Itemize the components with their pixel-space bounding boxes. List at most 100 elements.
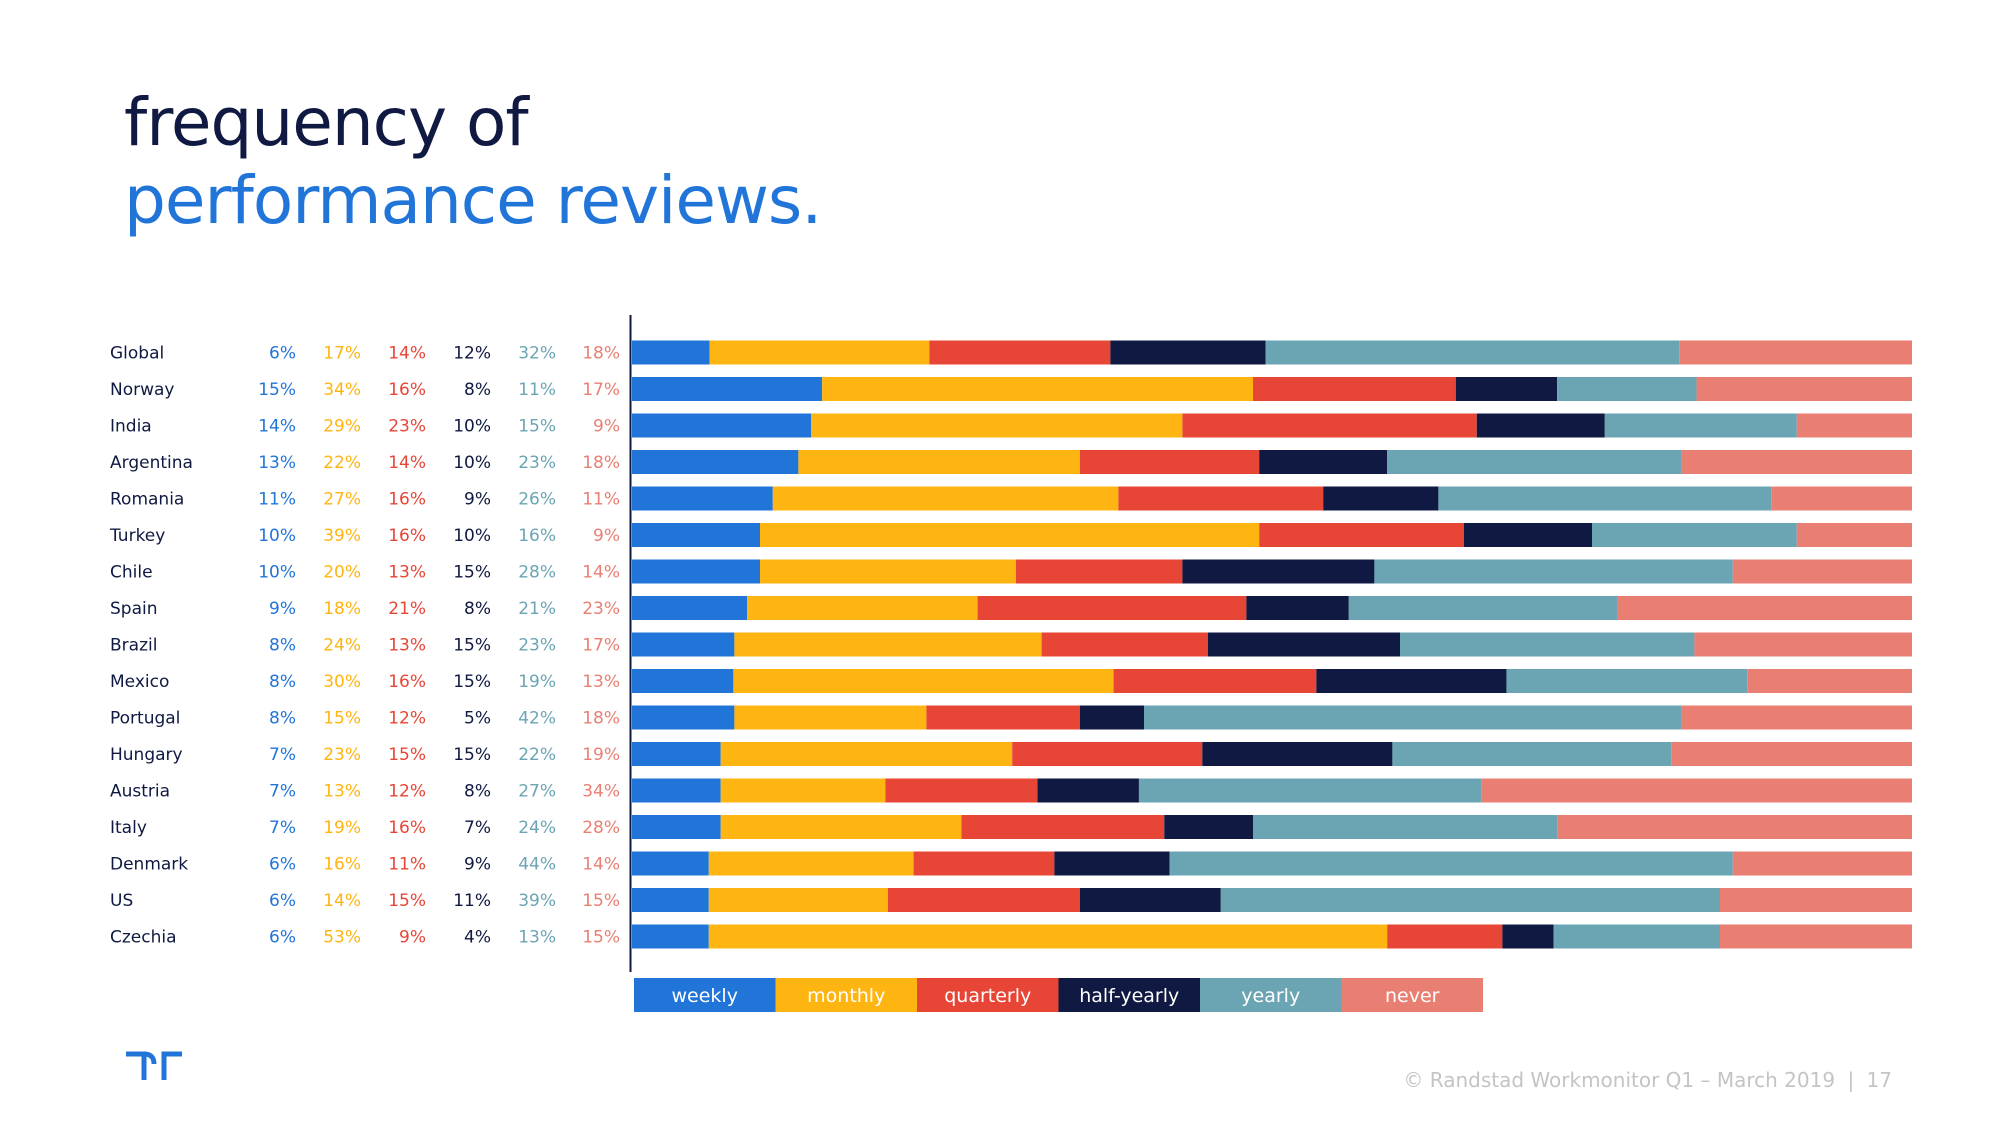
randstad-logo-icon xyxy=(126,1051,182,1080)
data-label-monthly: 23% xyxy=(323,745,361,765)
bar-segment-weekly xyxy=(632,888,709,912)
bar-segment-weekly xyxy=(632,450,799,474)
category-label: Brazil xyxy=(110,636,157,656)
bar-segment-weekly xyxy=(632,559,760,584)
bar-segment-weekly xyxy=(632,924,709,949)
bar-segment-half-yearly xyxy=(1164,815,1253,839)
data-label-half-yearly: 10% xyxy=(453,453,491,473)
bar-segment-never xyxy=(1771,486,1912,511)
data-label-quarterly: 14% xyxy=(388,344,426,364)
data-label-yearly: 42% xyxy=(518,709,556,729)
data-label-weekly: 8% xyxy=(269,672,296,692)
bar-segment-half-yearly xyxy=(1208,632,1400,657)
bar-segment-monthly xyxy=(811,413,1183,438)
bar-segment-yearly xyxy=(1392,742,1672,766)
data-label-quarterly: 11% xyxy=(388,855,426,875)
bar-segment-yearly xyxy=(1374,559,1733,584)
data-label-never: 19% xyxy=(582,745,620,765)
data-label-half-yearly: 8% xyxy=(464,599,491,619)
bar-segment-weekly xyxy=(632,523,760,547)
bar-segment-never xyxy=(1796,523,1912,547)
data-label-never: 15% xyxy=(582,928,620,948)
bar-segment-yearly xyxy=(1387,450,1682,474)
bar-segment-yearly xyxy=(1506,669,1748,693)
bar-segment-weekly xyxy=(632,851,709,876)
bar-segment-never xyxy=(1732,851,1912,876)
data-label-weekly: 15% xyxy=(258,380,296,400)
bar-segment-quarterly xyxy=(1182,413,1477,438)
data-label-yearly: 15% xyxy=(518,417,556,437)
bar-segment-monthly xyxy=(734,705,927,730)
data-label-monthly: 14% xyxy=(323,891,361,911)
bar-segment-yearly xyxy=(1138,778,1482,803)
bar-segment-weekly xyxy=(632,705,735,730)
bar-segment-quarterly xyxy=(929,340,1111,365)
data-label-yearly: 19% xyxy=(518,672,556,692)
data-label-quarterly: 16% xyxy=(388,490,426,510)
category-label: Hungary xyxy=(110,745,183,765)
data-label-never: 17% xyxy=(582,380,620,400)
bar-segment-half-yearly xyxy=(1080,888,1221,912)
legend-swatch-yearly xyxy=(1200,978,1342,1012)
bar-segment-weekly xyxy=(632,596,748,620)
bar-segment-quarterly xyxy=(913,851,1055,876)
bar-segment-weekly xyxy=(632,340,710,365)
category-label: Global xyxy=(110,344,164,364)
bar-segment-weekly xyxy=(632,632,735,657)
category-label: Austria xyxy=(110,782,170,802)
bar-segment-weekly xyxy=(632,486,773,511)
data-label-monthly: 30% xyxy=(323,672,361,692)
legend-swatch-half-yearly xyxy=(1058,978,1200,1012)
bar-segment-quarterly xyxy=(977,596,1247,620)
bar-segment-yearly xyxy=(1557,377,1697,401)
bar-segment-never xyxy=(1720,888,1912,912)
bar-segment-quarterly xyxy=(1080,450,1260,474)
data-label-yearly: 22% xyxy=(518,745,556,765)
data-label-quarterly: 15% xyxy=(388,745,426,765)
data-label-yearly: 27% xyxy=(518,782,556,802)
bar-segment-quarterly xyxy=(888,888,1080,912)
bar-segment-never xyxy=(1694,632,1912,657)
bar-segment-monthly xyxy=(708,851,914,876)
data-label-monthly: 53% xyxy=(323,928,361,948)
bar-segment-half-yearly xyxy=(1037,778,1139,803)
data-label-weekly: 11% xyxy=(258,490,296,510)
category-label: Chile xyxy=(110,563,153,583)
category-label: Denmark xyxy=(110,855,188,875)
legend-label-half-yearly: half-yearly xyxy=(1079,985,1179,1007)
data-label-yearly: 28% xyxy=(518,563,556,583)
data-label-quarterly: 14% xyxy=(388,453,426,473)
bar-segment-yearly xyxy=(1604,413,1797,438)
bar-segment-yearly xyxy=(1169,851,1733,876)
legend-label-never: never xyxy=(1385,985,1440,1007)
category-label: Mexico xyxy=(110,672,169,692)
data-label-half-yearly: 9% xyxy=(464,490,491,510)
category-label: Norway xyxy=(110,380,175,400)
legend-swatch-monthly xyxy=(775,978,917,1012)
data-label-monthly: 39% xyxy=(323,526,361,546)
data-label-never: 18% xyxy=(582,709,620,729)
data-label-never: 34% xyxy=(582,782,620,802)
bar-segment-never xyxy=(1681,450,1912,474)
data-label-half-yearly: 10% xyxy=(453,417,491,437)
bar-segment-half-yearly xyxy=(1246,596,1349,620)
data-label-monthly: 27% xyxy=(323,490,361,510)
data-label-half-yearly: 9% xyxy=(464,855,491,875)
data-label-weekly: 7% xyxy=(269,782,296,802)
legend-swatch-quarterly xyxy=(917,978,1059,1012)
data-label-monthly: 15% xyxy=(323,709,361,729)
data-label-half-yearly: 15% xyxy=(453,745,491,765)
category-label: Czechia xyxy=(110,928,177,948)
data-label-yearly: 26% xyxy=(518,490,556,510)
data-label-quarterly: 13% xyxy=(388,636,426,656)
data-label-half-yearly: 15% xyxy=(453,563,491,583)
data-label-weekly: 7% xyxy=(269,745,296,765)
bar-segment-yearly xyxy=(1144,705,1682,730)
bar-segment-quarterly xyxy=(1387,924,1503,949)
data-label-monthly: 13% xyxy=(323,782,361,802)
data-label-monthly: 24% xyxy=(323,636,361,656)
category-label: Argentina xyxy=(110,453,193,473)
bar-segment-half-yearly xyxy=(1476,413,1605,438)
bar-segment-half-yearly xyxy=(1080,705,1144,730)
category-label: India xyxy=(110,417,152,437)
